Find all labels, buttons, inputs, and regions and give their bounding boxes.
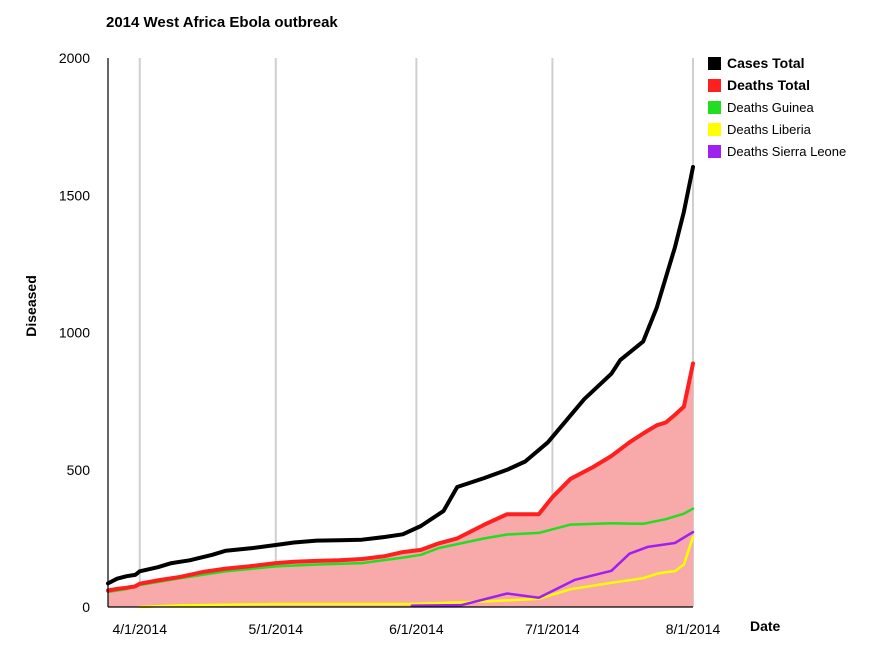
legend-label: Deaths Total bbox=[727, 77, 810, 93]
y-axis-label: Diseased bbox=[23, 275, 39, 336]
deaths-total-fill bbox=[108, 363, 693, 607]
legend-swatch bbox=[708, 101, 721, 114]
x-tick-label: 6/1/2014 bbox=[389, 621, 444, 637]
series-lines bbox=[106, 165, 695, 609]
legend-swatch bbox=[708, 145, 721, 158]
axes bbox=[107, 58, 693, 608]
y-tick-label: 0 bbox=[82, 599, 90, 615]
chart-title: 2014 West Africa Ebola outbreak bbox=[106, 14, 338, 31]
legend-label: Deaths Guinea bbox=[727, 100, 814, 115]
y-tick-label: 1000 bbox=[59, 325, 90, 341]
y-tick-label: 2000 bbox=[59, 50, 90, 66]
legend-label: Cases Total bbox=[727, 55, 805, 71]
y-tick-labels: 0 500 1000 1500 2000 bbox=[59, 50, 90, 615]
legend-label: Deaths Liberia bbox=[727, 122, 812, 137]
x-tick-label: 4/1/2014 bbox=[112, 621, 167, 637]
legend-swatch bbox=[708, 123, 721, 136]
series-line-deaths-total bbox=[106, 361, 695, 593]
y-tick-label: 1500 bbox=[59, 187, 90, 203]
legend-swatch bbox=[708, 57, 721, 70]
y-tick-label: 500 bbox=[67, 462, 91, 478]
series-line-cases-total bbox=[106, 165, 695, 586]
x-axis-label: Date bbox=[750, 618, 781, 634]
deaths-total-area bbox=[108, 363, 693, 607]
legend-label: Deaths Sierra Leone bbox=[727, 144, 846, 159]
x-tick-label: 7/1/2014 bbox=[525, 621, 580, 637]
series-line-deaths-liberia bbox=[138, 535, 695, 609]
x-tick-label: 8/1/2014 bbox=[666, 621, 721, 637]
x-tick-label: 5/1/2014 bbox=[249, 621, 304, 637]
series-line-deaths-sierra-leone bbox=[410, 530, 695, 607]
legend-swatch bbox=[708, 79, 721, 92]
legend: Cases Total Deaths Total Deaths Guinea Deat… bbox=[708, 55, 846, 159]
x-tick-labels: 4/1/2014 5/1/2014 6/1/2014 7/1/2014 8/1/2014 bbox=[112, 621, 720, 637]
